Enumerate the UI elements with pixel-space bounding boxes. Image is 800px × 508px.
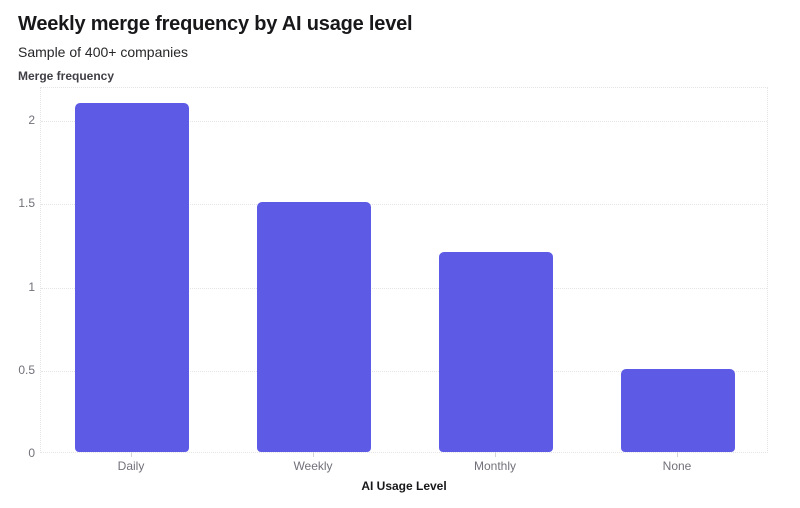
- x-tick-mark: [495, 452, 496, 457]
- gridline: [41, 121, 767, 123]
- y-tick-label: 2: [28, 113, 35, 128]
- x-axis-title: AI Usage Level: [361, 479, 447, 493]
- y-tick-label: 1: [28, 279, 35, 294]
- y-tick-label: 1.5: [18, 196, 35, 211]
- x-tick-mark: [313, 452, 314, 457]
- x-tick-label-weekly: Weekly: [293, 459, 333, 473]
- y-axis-title: Merge frequency: [18, 69, 115, 83]
- plot-area: [40, 87, 768, 453]
- bar-none: [621, 368, 735, 452]
- x-tick-label-monthly: Monthly: [473, 459, 517, 473]
- x-tick-mark: [677, 452, 678, 457]
- bar-daily: [75, 102, 189, 452]
- bar-monthly: [439, 252, 553, 452]
- x-tick-label-none: None: [662, 459, 692, 473]
- gridline: [41, 204, 767, 206]
- x-tick-mark: [131, 452, 132, 457]
- gridline: [41, 370, 767, 372]
- bar-weekly: [257, 202, 371, 452]
- x-tick-label-daily: Daily: [117, 459, 145, 473]
- y-tick-label: 0: [28, 446, 35, 460]
- y-tick-label: 0.5: [18, 362, 35, 377]
- chart-title: Weekly merge frequency by AI usage level: [18, 13, 413, 35]
- chart-subtitle: Sample of 400+ companies: [18, 44, 189, 60]
- gridline: [41, 287, 767, 289]
